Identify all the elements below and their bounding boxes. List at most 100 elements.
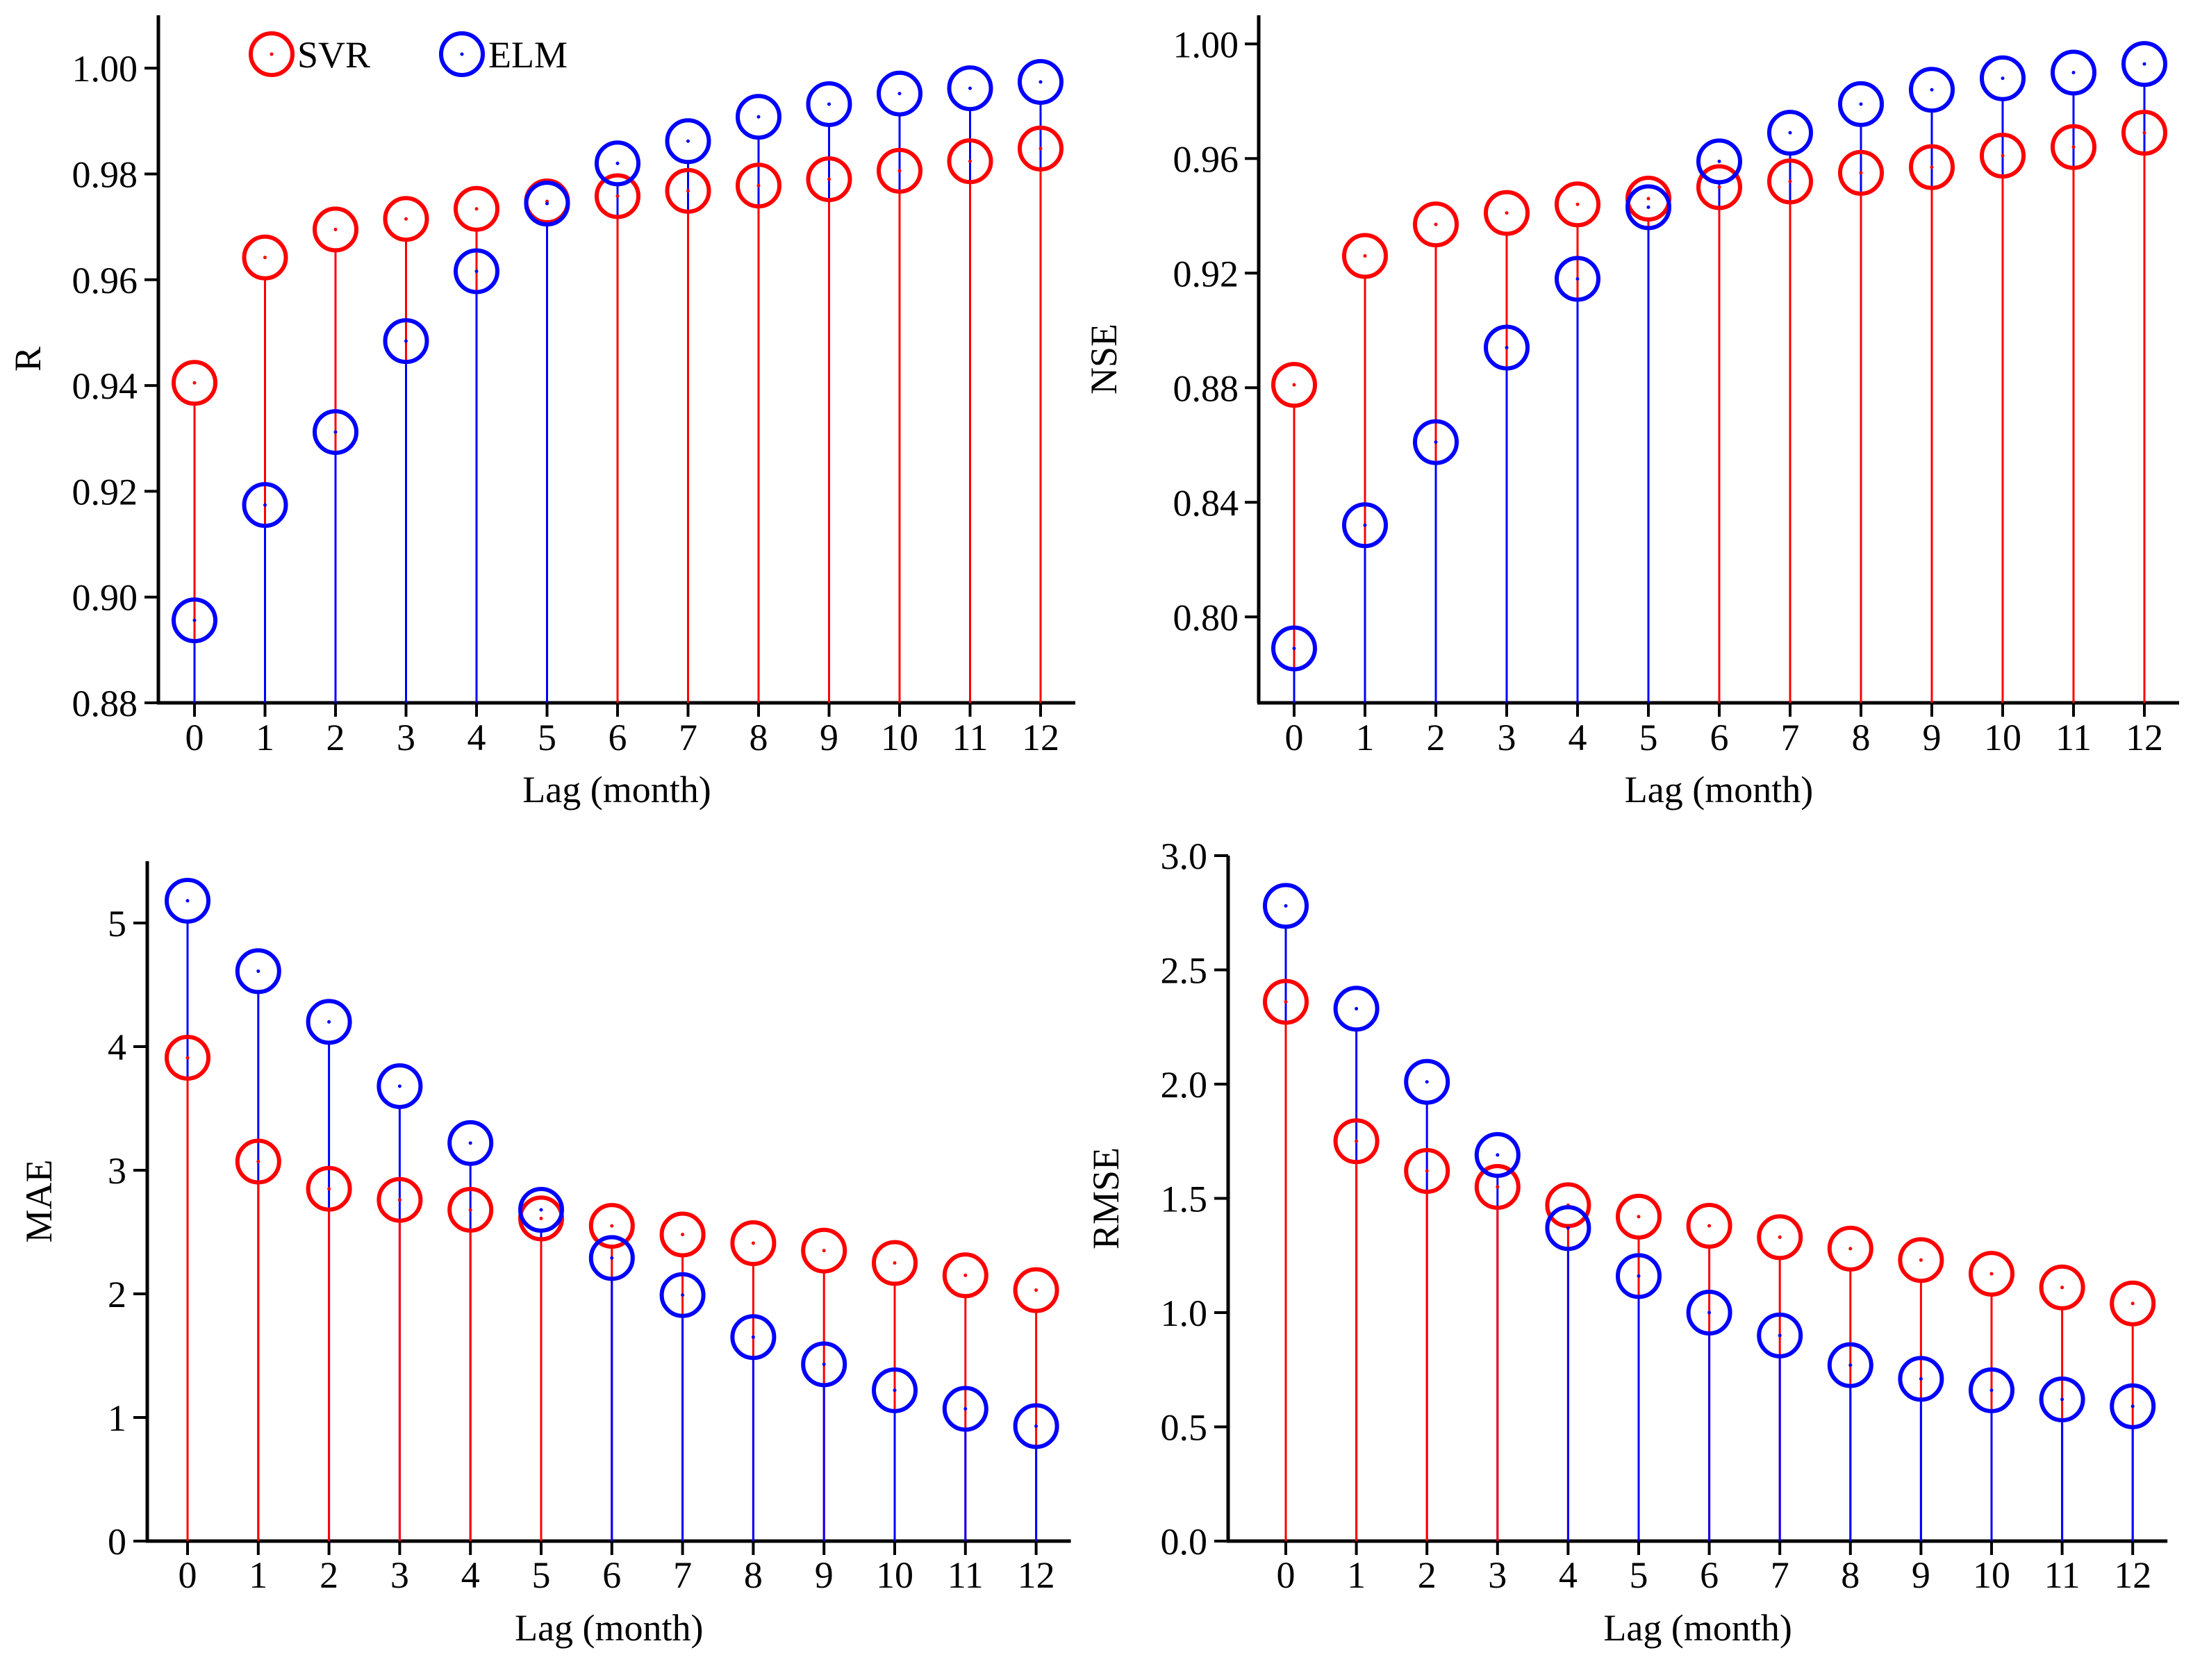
x-tick-label: 7 [1781, 717, 1800, 758]
x-tick-label: 0 [179, 1554, 197, 1596]
elm-marker-center [1778, 1333, 1782, 1338]
legend: SVR ELM [249, 31, 568, 77]
elm-marker-center [263, 503, 267, 507]
svr-marker [1555, 181, 1600, 228]
svr-marker [306, 1165, 352, 1212]
x-tick-label: 4 [467, 717, 486, 758]
y-axis-title: RMSE [1085, 1147, 1127, 1249]
svr-marker-center [1859, 171, 1863, 175]
elm-marker-center [1989, 1388, 1994, 1392]
svr-marker [1018, 125, 1064, 172]
elm-marker [1342, 502, 1388, 549]
y-tick-label: 0.84 [1173, 482, 1239, 524]
svr-marker-center [610, 1224, 614, 1228]
svr-marker-center [1292, 383, 1296, 387]
x-tick-label: 4 [1569, 717, 1587, 758]
svr-marker-center [1034, 1288, 1038, 1292]
elm-marker [2039, 1377, 2085, 1423]
x-tick-label: 0 [185, 717, 204, 758]
x-tick-label: 2 [1418, 1554, 1437, 1596]
elm-marker-center [1919, 1377, 1923, 1381]
svr-marker [2110, 1280, 2156, 1326]
y-tick-label: 0.94 [72, 365, 138, 407]
svr-marker-center [1425, 1169, 1429, 1173]
svr-marker [2121, 110, 2167, 156]
elm-marker [595, 140, 640, 187]
svr-marker-center [1496, 1185, 1500, 1189]
x-tick-label: 1 [249, 1554, 267, 1596]
elm-marker-center [968, 86, 972, 90]
svr-marker [1827, 1225, 1873, 1272]
svr-marker [165, 1035, 210, 1081]
y-tick-label: 5 [108, 903, 126, 945]
elm-marker [1838, 81, 1884, 127]
elm-marker [1909, 67, 1955, 113]
elm-marker-center [1848, 1363, 1853, 1367]
x-tick-label: 5 [1639, 717, 1658, 758]
svr-marker-center [333, 227, 338, 231]
svr-marker [736, 163, 781, 209]
y-axis-title: R [7, 347, 49, 372]
x-tick-label: 11 [2044, 1554, 2080, 1596]
svr-marker-center [539, 1216, 543, 1220]
elm-marker [1413, 419, 1459, 465]
svr-marker-center [1038, 147, 1043, 151]
y-tick-label: 0.92 [1173, 253, 1239, 294]
x-axis-title: Lag (month) [515, 1607, 703, 1649]
elm-marker [172, 597, 217, 644]
x-tick-label: 5 [538, 717, 556, 758]
svr-marker-center [1717, 185, 1721, 189]
elm-marker-center [963, 1407, 968, 1411]
elm-marker [736, 94, 781, 140]
elm-marker [1263, 883, 1309, 929]
elm-marker [447, 1120, 494, 1166]
elm-marker-center [1355, 1006, 1359, 1011]
elm-marker [1625, 184, 1671, 231]
elm-marker-center [1575, 277, 1580, 281]
svr-marker-center [1646, 197, 1650, 201]
x-tick-label: 3 [390, 1554, 409, 1596]
svr-marker [376, 1176, 423, 1223]
elm-marker [1686, 1290, 1732, 1336]
elm-marker-center [545, 201, 549, 206]
x-tick-label: 11 [947, 1554, 984, 1596]
elm-marker [383, 318, 429, 365]
x-tick-label: 7 [1771, 1554, 1789, 1596]
elm-marker [1616, 1253, 1662, 1299]
svr-marker-center [185, 1056, 190, 1060]
svr-marker-center [1788, 179, 1792, 183]
svr-marker-center [751, 1241, 755, 1245]
x-tick-label: 12 [1018, 1554, 1055, 1596]
svr-marker [872, 1240, 918, 1286]
x-tick-label: 8 [744, 1554, 763, 1596]
elm-marker-center [2001, 76, 2005, 81]
svr-marker [1404, 1148, 1450, 1195]
elm-marker [2051, 49, 2096, 96]
svr-marker-center [1989, 1272, 1994, 1276]
y-axis-title: MAE [18, 1160, 60, 1243]
legend-elm-label: ELM [488, 34, 568, 76]
y-tick-label: 0.96 [1173, 138, 1239, 180]
elm-marker-center [1717, 159, 1721, 163]
svr-marker-center [1284, 1000, 1288, 1004]
x-tick-label: 10 [1984, 717, 2021, 758]
svr-marker-center [2001, 153, 2005, 158]
svr-marker [806, 156, 852, 203]
elm-marker [1271, 625, 1317, 672]
elm-marker-center [1859, 102, 1863, 106]
elm-marker [730, 1314, 777, 1361]
elm-marker-center [827, 102, 831, 106]
elm-marker-center [1646, 205, 1650, 209]
legend-svr-marker [249, 31, 295, 77]
x-tick-label: 10 [1973, 1554, 2010, 1596]
x-tick-label: 9 [1912, 1554, 1930, 1596]
svr-marker [1686, 1202, 1732, 1249]
x-tick-label: 3 [1488, 1554, 1507, 1596]
elm-marker [454, 248, 499, 294]
x-tick-label: 9 [1923, 717, 1942, 758]
elm-marker-center [256, 969, 260, 973]
elm-marker [524, 181, 570, 227]
svr-marker [313, 206, 358, 253]
elm-marker [665, 118, 711, 165]
svr-marker [1838, 149, 1884, 196]
